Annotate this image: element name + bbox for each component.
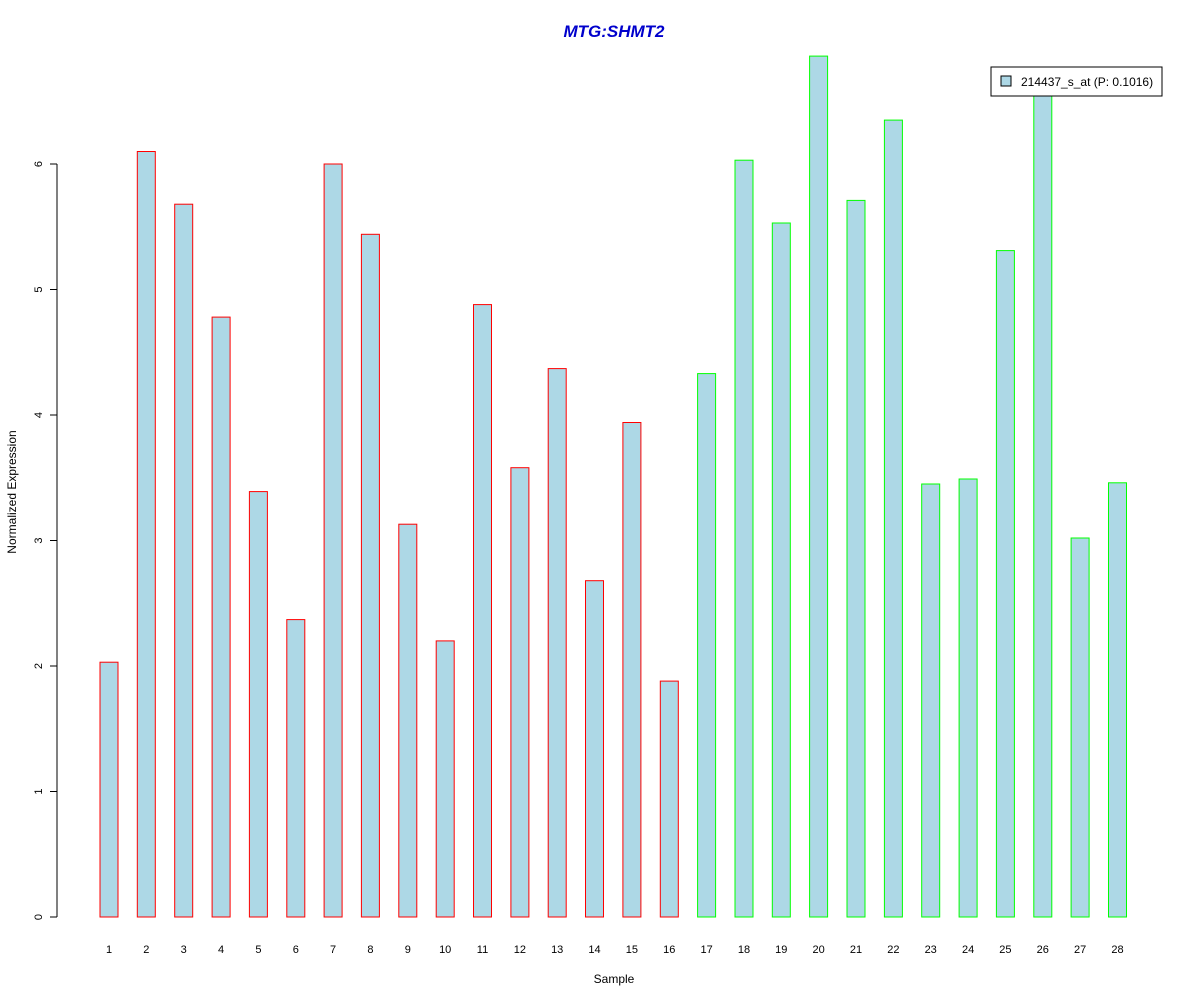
x-tick-label: 16 (663, 944, 675, 956)
x-tick-label: 5 (255, 944, 261, 956)
bar-sample-10 (435, 640, 455, 918)
x-tick-label: 8 (367, 944, 373, 956)
x-tick-label: 26 (1037, 944, 1049, 956)
x-tick-label: 27 (1074, 944, 1086, 956)
bar-sample-19 (771, 222, 791, 918)
y-axis-label: Normalized Expression (5, 430, 19, 553)
bar-sample-2 (136, 151, 156, 918)
x-tick-label: 17 (700, 944, 712, 956)
x-tick-label: 24 (962, 944, 974, 956)
bars-group (99, 55, 1127, 918)
y-tick-label: 4 (33, 412, 45, 418)
bar-sample-1 (99, 661, 119, 918)
x-tick-label: 28 (1111, 944, 1123, 956)
bar-sample-21 (846, 199, 866, 918)
x-tick-label: 23 (925, 944, 937, 956)
bar-sample-5 (248, 491, 268, 918)
bar-sample-26 (1033, 90, 1053, 918)
x-tick-label: 22 (887, 944, 899, 956)
x-tick-label: 4 (218, 944, 224, 956)
x-tick-label: 13 (551, 944, 563, 956)
x-tick-label: 7 (330, 944, 336, 956)
bar-sample-27 (1070, 537, 1090, 918)
chart-title: MTG:SHMT2 (563, 22, 665, 41)
bar-sample-6 (286, 619, 306, 918)
legend-box (990, 66, 1163, 97)
x-tick-label: 19 (775, 944, 787, 956)
y-tick-label: 1 (33, 788, 45, 794)
bar-sample-17 (697, 373, 717, 918)
bar-sample-7 (323, 163, 343, 918)
y-tick-label: 3 (33, 537, 45, 543)
legend-entry: 214437_s_at (P: 0.1016) (1021, 75, 1153, 89)
bar-sample-22 (883, 119, 903, 918)
bar-sample-28 (1108, 482, 1127, 918)
legend-swatch (1000, 75, 1012, 87)
x-tick-label: 9 (405, 944, 411, 956)
x-tick-label: 3 (181, 944, 187, 956)
x-tick-label: 11 (477, 944, 488, 956)
bar-sample-20 (809, 55, 829, 918)
legend: 214437_s_at (P: 0.1016) (990, 66, 1163, 97)
x-tick-label: 1 (106, 944, 112, 956)
x-tick-label: 18 (738, 944, 750, 956)
y-tick-label: 5 (33, 286, 45, 292)
x-tick-label: 12 (514, 944, 526, 956)
y-tick-label: 6 (33, 161, 45, 167)
bar-sample-16 (659, 680, 679, 918)
x-tick-label: 10 (439, 944, 451, 956)
bar-sample-8 (360, 233, 380, 918)
x-tick-label: 25 (999, 944, 1011, 956)
x-tick-label: 2 (143, 944, 149, 956)
bar-sample-15 (622, 422, 642, 918)
bar-sample-12 (510, 467, 530, 918)
bar-sample-9 (398, 523, 418, 918)
x-tick-label: 6 (293, 944, 299, 956)
bar-sample-11 (473, 304, 492, 918)
y-tick-label: 2 (33, 663, 45, 669)
x-tick-labels: 1 2 3 4 5 6 7 8 9 10 11 12 13 14 15 16 17 18 19 20 21 22 23 24 2… (106, 944, 1124, 956)
bar-sample-18 (734, 159, 754, 918)
bar-sample-25 (995, 250, 1015, 918)
x-tick-label: 15 (626, 944, 638, 956)
x-axis-label: Sample (594, 972, 635, 986)
bar-sample-14 (585, 580, 604, 918)
bar-sample-4 (211, 316, 231, 918)
bar-sample-3 (174, 203, 194, 918)
x-tick-label: 21 (850, 944, 862, 956)
bar-sample-24 (958, 478, 978, 918)
x-tick-label: 14 (588, 944, 600, 956)
y-tick-label: 0 (33, 914, 45, 920)
x-tick-label: 20 (812, 944, 824, 956)
y-axis: 0 1 2 3 4 5 6 (33, 161, 58, 920)
bar-sample-13 (547, 368, 567, 918)
bar-sample-23 (921, 483, 941, 918)
